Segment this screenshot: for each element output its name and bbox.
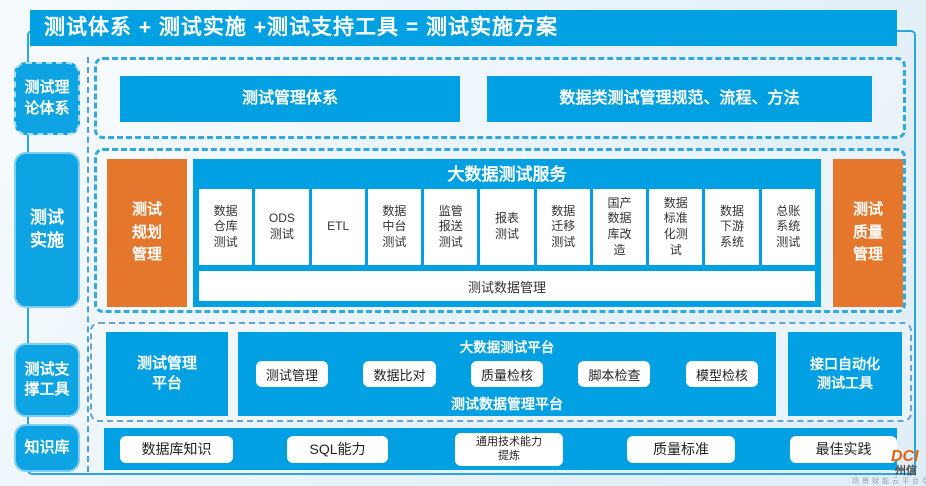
vendor-logo-name: 州信 [895, 465, 917, 477]
service-cell-ods: ODS 测试 [255, 189, 309, 265]
test-data-management-box: 测试数据管理 [199, 271, 815, 301]
rail-label-support-tools: 测试支 撑工具 [14, 343, 80, 417]
service-cell-report-testing: 报表 测试 [480, 189, 534, 265]
kb-pill-best-practices: 最佳实践 [790, 436, 897, 463]
pill-data-comparison: 数据比对 [363, 361, 436, 387]
bigdata-test-platform-panel: 大数据测试平台 测试管理 数据比对 质量检核 脚本检查 模型检核 测试数据管理平… [238, 332, 776, 416]
test-quality-management-label: 测试 质量 管理 [852, 201, 883, 264]
test-management-system-box: 测试管理体系 [120, 76, 460, 122]
rail-label-implementation-text: 测试 实施 [30, 208, 64, 250]
api-automation-tool-box: 接口自动化 测试工具 [788, 332, 902, 416]
kb-pill-sql-capability: SQL能力 [287, 436, 388, 463]
test-management-system-label: 测试管理体系 [241, 90, 338, 108]
pill-quality-check: 质量检核 [470, 361, 543, 387]
test-management-platform-label: 测试管理 平台 [136, 354, 197, 392]
knowledge-base-bar: 数据库知识 SQL能力 通用技术能力 提炼 质量标准 最佳实践 [104, 428, 897, 470]
bigdata-test-platform-title: 大数据测试平台 [459, 340, 555, 355]
test-management-platform-box: 测试管理 平台 [106, 332, 228, 416]
data-test-standards-label: 数据类测试管理规范、流程、方法 [559, 90, 800, 108]
service-cell-domestic-db: 国产 数据 库改 造 [592, 189, 647, 265]
rail-label-theory: 测试理 论体系 [14, 62, 80, 135]
service-columns: 数据 仓库 测试 ODS 测试 ETL 数据 中台 测试 监管 报送 测试 报表… [199, 189, 815, 265]
pill-model-check: 模型检核 [685, 361, 758, 387]
test-planning-management-label: 测试 规划 管理 [131, 201, 162, 264]
theory-row-container: 测试管理体系 数据类测试管理规范、流程、方法 [94, 57, 906, 139]
vendor-logo-caption: 场景赋能云平台引 [852, 478, 926, 485]
bigdata-test-service-title: 大数据测试服务 [447, 165, 567, 184]
test-data-management-platform-label: 测试数据管理平台 [451, 396, 563, 412]
pill-script-check: 脚本检查 [578, 361, 651, 387]
service-cell-general-ledger: 总账 系统 测试 [761, 189, 815, 265]
api-automation-tool-label: 接口自动化 测试工具 [810, 356, 880, 391]
service-cell-data-middle-platform: 数据 中台 测试 [367, 189, 422, 265]
diagram-title: 测试体系 + 测试实施 +测试支持工具 = 测试实施方案 [44, 16, 558, 39]
rail-label-support-tools-text: 测试支 撑工具 [24, 360, 70, 398]
service-cell-data-warehouse: 数据 仓库 测试 [199, 189, 253, 265]
service-cell-data-migration: 数据 迁移 测试 [536, 189, 590, 265]
service-cell-etl: ETL [311, 189, 365, 265]
implementation-row-container: 测试 规划 管理 大数据测试服务 数据 仓库 测试 ODS 测试 ETL 数据 … [94, 148, 906, 313]
platform-pills: 测试管理 数据比对 质量检核 脚本检查 模型检核 [256, 361, 758, 387]
test-quality-management-box: 测试 质量 管理 [833, 159, 903, 307]
kb-pill-general-tech-capability: 通用技术能力 提炼 [455, 433, 563, 466]
diagram-title-bar: 测试体系 + 测试实施 +测试支持工具 = 测试实施方案 [30, 10, 897, 46]
service-cell-regulatory-reporting: 监管 报送 测试 [424, 189, 478, 265]
rail-label-knowledge-base-text: 知识库 [24, 438, 70, 456]
service-cell-downstream-systems: 数据 下游 系统 [705, 189, 759, 265]
vendor-logo-brand: DCI [891, 448, 919, 465]
bigdata-test-service-panel: 大数据测试服务 数据 仓库 测试 ODS 测试 ETL 数据 中台 测试 监管 … [193, 159, 821, 307]
pill-test-management: 测试管理 [256, 361, 329, 387]
kb-pill-quality-standards: 质量标准 [627, 436, 735, 463]
rail-separator [87, 57, 89, 472]
rail-label-implementation: 测试 实施 [14, 152, 80, 308]
test-planning-management-box: 测试 规划 管理 [107, 159, 187, 307]
kb-pill-database-knowledge: 数据库知识 [120, 436, 233, 463]
data-test-standards-box: 数据类测试管理规范、流程、方法 [487, 76, 872, 122]
rail-label-knowledge-base: 知识库 [14, 424, 80, 472]
service-cell-data-standardization: 数据 标准 化测 试 [649, 189, 703, 265]
rail-label-theory-text: 测试理 论体系 [24, 79, 70, 117]
support-tools-row-container: 测试管理 平台 大数据测试平台 测试管理 数据比对 质量检核 脚本检查 模型检核… [90, 322, 912, 422]
